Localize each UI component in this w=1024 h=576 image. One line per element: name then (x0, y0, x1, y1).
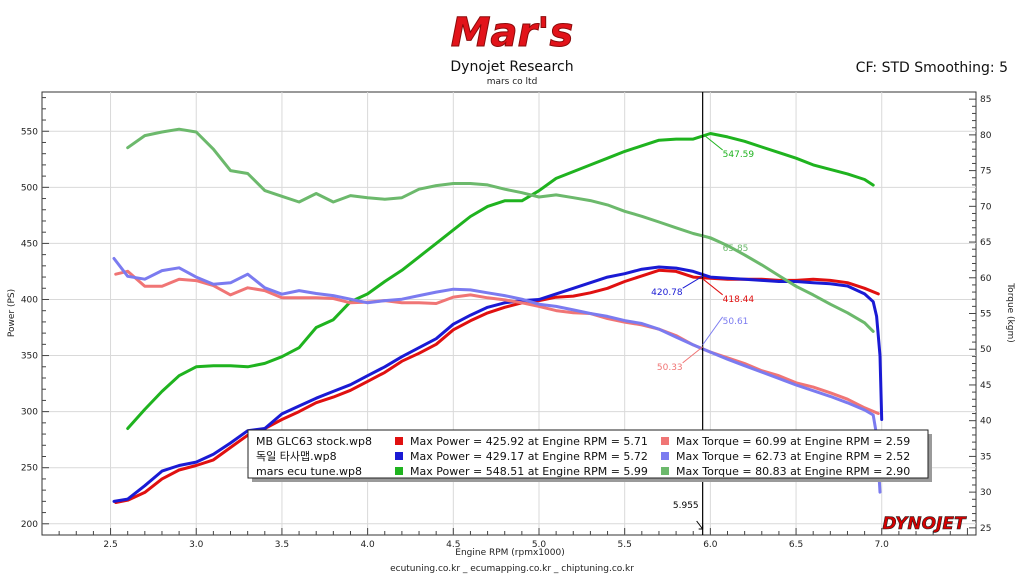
y-tick-label-left: 200 (21, 520, 38, 530)
y-tick-label-right: 25 (980, 524, 991, 534)
legend-power-swatch (395, 437, 403, 445)
chart-title: Dynojet Research (450, 59, 573, 75)
x-tick-label: 4.0 (360, 540, 375, 550)
legend-run-name: mars ecu tune.wp8 (256, 465, 362, 478)
legend-power-swatch (395, 467, 403, 475)
cursor-value: 50.61 (723, 317, 749, 327)
cursor-leader (702, 278, 723, 296)
x-axis-title: Engine RPM (rpmx1000) (455, 548, 564, 558)
y-tick-label-right: 45 (980, 381, 991, 391)
cursor-value: 50.33 (657, 363, 683, 373)
series-line-torque-1 (112, 257, 882, 494)
y-tick-label-right: 70 (980, 202, 992, 212)
cursor-leader (682, 346, 703, 364)
legend-torque-swatch (661, 467, 669, 475)
legend: MB GLC63 stock.wp8 Max Power = 425.92 at … (247, 429, 932, 482)
legend-torque-swatch (661, 437, 669, 445)
cursor-value: 65.85 (723, 244, 749, 254)
x-tick-label: 6.0 (703, 540, 718, 550)
x-tick-label: 6.5 (789, 540, 803, 550)
series-layer (112, 127, 884, 504)
axis-ticks: 2.5 3.0 3.5 4.0 4.5 5.0 5.5 6.0 6.5 7.0 200 250 300 3… (21, 95, 992, 550)
y-tick-label-right: 80 (980, 131, 992, 141)
legend-max-torque: Max Torque = 62.73 at Engine RPM = 2.52 (676, 450, 910, 463)
x-tick-label: 3.0 (189, 540, 204, 550)
x-tick-label: 3.5 (275, 540, 289, 550)
series-line-torque-0 (114, 269, 880, 415)
y-tick-label-left: 300 (21, 408, 38, 418)
y-tick-label-right: 75 (980, 167, 991, 177)
y-tick-label-right: 55 (980, 310, 991, 320)
y-tick-label-left: 450 (21, 239, 38, 249)
rpm-cursor-label: 5.955 (673, 501, 699, 511)
y-axis-title-left: Power (PS) (7, 289, 17, 337)
legend-power-swatch (395, 452, 403, 460)
x-tick-label: 4.5 (446, 540, 460, 550)
chart-subtitle: mars co ltd (487, 77, 538, 87)
y-tick-label-right: 50 (980, 345, 992, 355)
dynojet-brand: DYNOJET (882, 514, 967, 534)
logo: Mar's (451, 10, 574, 56)
y-tick-label-right: 60 (980, 274, 992, 284)
legend-max-torque: Max Torque = 60.99 at Engine RPM = 2.59 (676, 435, 910, 448)
legend-max-torque: Max Torque = 80.83 at Engine RPM = 2.90 (676, 465, 910, 478)
cursor-value: 547.59 (723, 150, 755, 160)
series-line-torque-2 (126, 127, 875, 333)
legend-box (247, 429, 929, 479)
x-tick-label: 2.5 (103, 540, 117, 550)
cursor-leader (702, 133, 723, 151)
x-tick-label: 5.0 (532, 540, 547, 550)
legend-max-power: Max Power = 429.17 at Engine RPM = 5.72 (410, 450, 648, 463)
cursor-arrow (696, 520, 704, 530)
legend-torque-swatch (661, 452, 669, 460)
cursor-leader (702, 235, 723, 245)
x-tick-label: 7.0 (875, 540, 890, 550)
cursor-values: 547.59 65.85 420.78 418.44 50.61 50.33 (651, 133, 755, 530)
settings-label: CF: STD Smoothing: 5 (856, 60, 1008, 76)
header: Mar's Dynojet Research mars co ltd CF: S… (450, 10, 1008, 88)
y-tick-label-right: 40 (980, 417, 992, 427)
y-tick-label-left: 400 (21, 295, 38, 305)
legend-max-power: Max Power = 548.51 at Engine RPM = 5.99 (410, 465, 648, 478)
cursor-value: 420.78 (651, 288, 683, 298)
y-tick-label-right: 65 (980, 238, 991, 248)
y-tick-label-left: 550 (21, 127, 38, 137)
cursor-leader (702, 316, 724, 346)
series-line-power-2 (126, 132, 875, 430)
legend-run-name: MB GLC63 stock.wp8 (256, 435, 372, 448)
x-tick-label: 5.5 (618, 540, 632, 550)
y-axis-title-right: Torque (kgm) (1005, 282, 1015, 343)
y-tick-label-left: 500 (21, 183, 38, 193)
y-tick-label-right: 30 (980, 488, 992, 498)
y-tick-label-right: 35 (980, 452, 991, 462)
cursor-leader (682, 275, 703, 289)
cursor-value: 418.44 (723, 295, 755, 305)
y-tick-label-left: 250 (21, 464, 38, 474)
legend-max-power: Max Power = 425.92 at Engine RPM = 5.71 (410, 435, 648, 448)
footer-text: ecutuning.co.kr _ ecumapping.co.kr _ chi… (390, 564, 634, 574)
legend-run-name: 독일 타사맵.wp8 (256, 449, 337, 463)
y-tick-label-right: 85 (980, 95, 991, 105)
y-tick-label-left: 350 (21, 352, 38, 362)
